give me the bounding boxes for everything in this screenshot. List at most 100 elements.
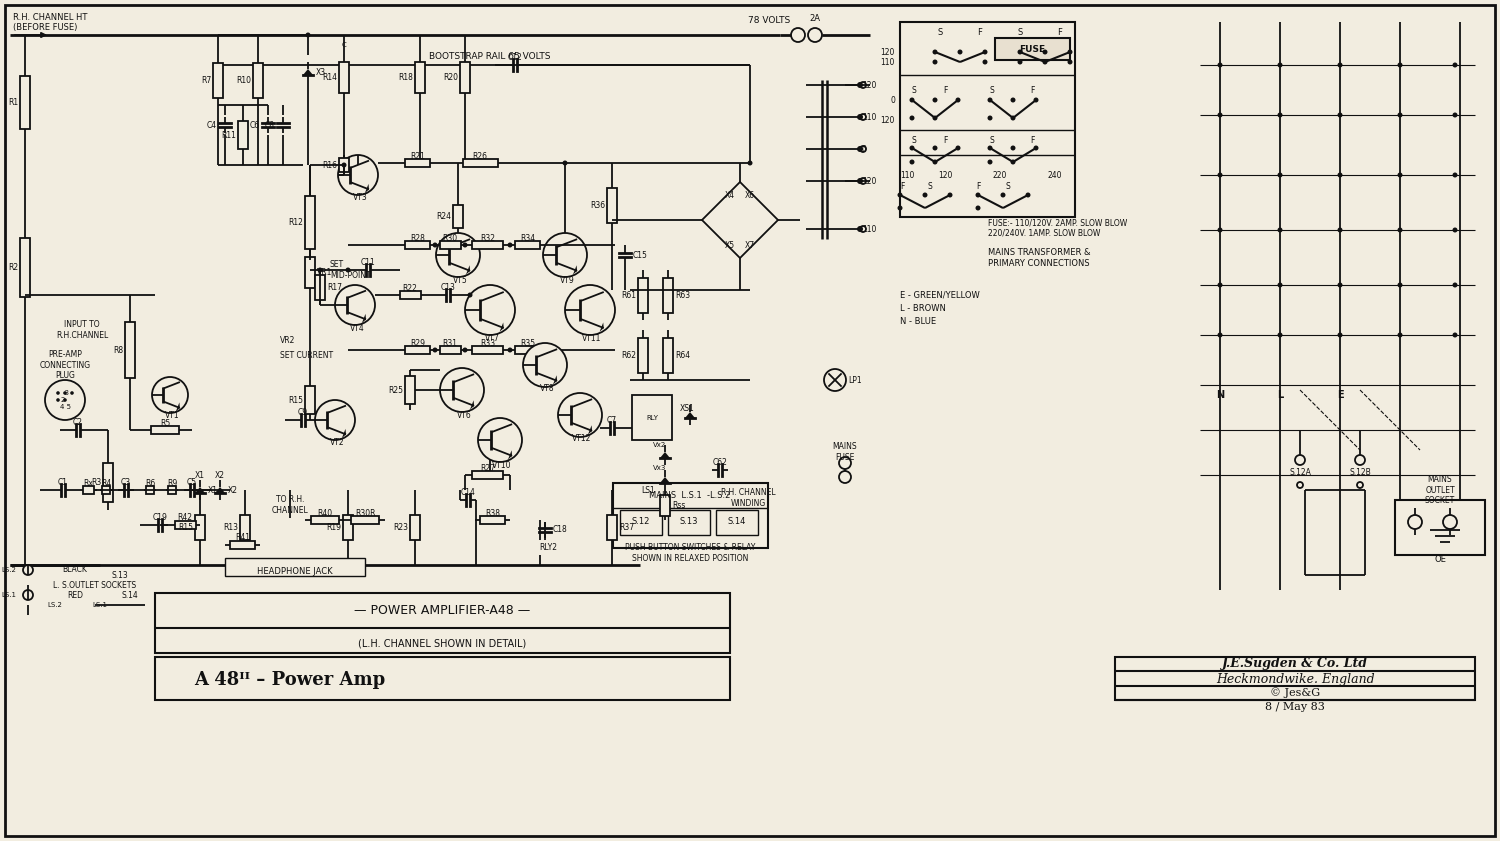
- Text: R4: R4: [100, 479, 111, 488]
- Text: F: F: [1058, 28, 1062, 36]
- Circle shape: [507, 347, 513, 352]
- Bar: [399, 291, 420, 299]
- Bar: [440, 346, 460, 354]
- Text: X2: X2: [228, 485, 238, 495]
- Text: R31: R31: [442, 338, 458, 347]
- Bar: [405, 376, 416, 404]
- Circle shape: [1443, 515, 1456, 529]
- Circle shape: [1042, 50, 1047, 55]
- Text: R9: R9: [166, 479, 177, 488]
- Circle shape: [1398, 62, 1402, 67]
- Text: VT5: VT5: [453, 276, 468, 284]
- Text: C11: C11: [360, 257, 375, 267]
- Text: R62: R62: [621, 351, 636, 359]
- Bar: [154, 657, 730, 700]
- Circle shape: [987, 98, 993, 103]
- Circle shape: [747, 161, 753, 166]
- Text: R6: R6: [146, 479, 154, 488]
- Bar: [304, 257, 315, 288]
- Circle shape: [468, 293, 472, 298]
- Text: Vx2: Vx2: [654, 442, 666, 448]
- Text: FUSE:- 110/120V. 2AMP. SLOW BLOW
220/240V. 1AMP. SLOW BLOW: FUSE:- 110/120V. 2AMP. SLOW BLOW 220/240…: [988, 219, 1128, 238]
- Text: XS1: XS1: [680, 404, 694, 412]
- Circle shape: [478, 418, 522, 462]
- Circle shape: [1298, 482, 1304, 488]
- Text: S: S: [1005, 182, 1011, 191]
- Circle shape: [462, 347, 468, 352]
- Circle shape: [22, 590, 33, 600]
- Circle shape: [856, 178, 862, 184]
- Text: Vx3: Vx3: [654, 465, 666, 471]
- Bar: [416, 61, 424, 93]
- Text: R11: R11: [220, 130, 236, 140]
- Text: R3: R3: [90, 478, 101, 487]
- Circle shape: [1294, 455, 1305, 465]
- Circle shape: [1068, 50, 1072, 55]
- Polygon shape: [466, 265, 470, 275]
- Text: 120: 120: [862, 177, 876, 186]
- Bar: [238, 121, 248, 149]
- Text: PRE-AMP
CONNECTING
PLUG: PRE-AMP CONNECTING PLUG: [39, 350, 90, 380]
- Text: R27: R27: [480, 463, 495, 473]
- Polygon shape: [470, 400, 474, 410]
- Text: C12: C12: [507, 52, 522, 61]
- Polygon shape: [554, 375, 556, 384]
- Circle shape: [987, 160, 993, 165]
- Circle shape: [839, 471, 850, 483]
- Text: 78 VOLTS: 78 VOLTS: [748, 15, 790, 24]
- Text: R23: R23: [393, 523, 408, 532]
- Text: R26: R26: [472, 151, 488, 161]
- Text: SET CURRENT: SET CURRENT: [280, 351, 333, 359]
- Text: © Jes&G: © Jes&G: [1270, 688, 1320, 698]
- Bar: [440, 241, 460, 249]
- Circle shape: [1278, 172, 1282, 177]
- Text: FUSE: FUSE: [1019, 45, 1046, 54]
- Text: VT1: VT1: [165, 410, 180, 420]
- Bar: [994, 38, 1070, 60]
- Text: R16: R16: [322, 161, 338, 170]
- Bar: [20, 77, 30, 129]
- Circle shape: [56, 398, 60, 402]
- Circle shape: [957, 50, 963, 55]
- Polygon shape: [686, 412, 694, 418]
- Circle shape: [524, 343, 567, 387]
- Text: 0: 0: [890, 96, 896, 104]
- Circle shape: [440, 368, 485, 412]
- Bar: [225, 558, 364, 576]
- Bar: [213, 62, 223, 98]
- Circle shape: [338, 155, 378, 195]
- Text: R14: R14: [322, 73, 338, 82]
- Circle shape: [856, 226, 862, 232]
- Text: 0: 0: [862, 145, 867, 154]
- Bar: [240, 516, 250, 540]
- Text: LP1: LP1: [847, 375, 861, 384]
- Bar: [405, 346, 429, 354]
- Text: C19: C19: [153, 512, 168, 521]
- Bar: [304, 196, 315, 249]
- Polygon shape: [588, 426, 592, 435]
- Text: VT6: VT6: [456, 410, 471, 420]
- Text: F: F: [944, 135, 946, 145]
- Circle shape: [1011, 115, 1016, 120]
- Text: R37: R37: [620, 523, 634, 532]
- Text: TO R.H.
CHANNEL: TO R.H. CHANNEL: [272, 495, 309, 515]
- Text: R.H. CHANNEL
WINDING: R.H. CHANNEL WINDING: [720, 489, 776, 508]
- Text: LS.1: LS.1: [2, 592, 16, 598]
- Circle shape: [1034, 145, 1038, 151]
- Text: 110: 110: [880, 57, 896, 66]
- Text: R.H. CHANNEL HT: R.H. CHANNEL HT: [13, 13, 87, 22]
- Bar: [146, 486, 154, 494]
- Polygon shape: [702, 182, 778, 258]
- Polygon shape: [660, 477, 670, 483]
- Text: R41: R41: [236, 533, 250, 542]
- Polygon shape: [195, 487, 206, 493]
- Bar: [516, 346, 540, 354]
- Circle shape: [1452, 283, 1458, 288]
- Text: VT11: VT11: [582, 334, 602, 342]
- Circle shape: [1026, 193, 1030, 198]
- Text: R35: R35: [520, 338, 536, 347]
- Circle shape: [1452, 113, 1458, 118]
- Circle shape: [1011, 160, 1016, 165]
- Bar: [614, 483, 768, 548]
- Text: R2: R2: [8, 263, 18, 272]
